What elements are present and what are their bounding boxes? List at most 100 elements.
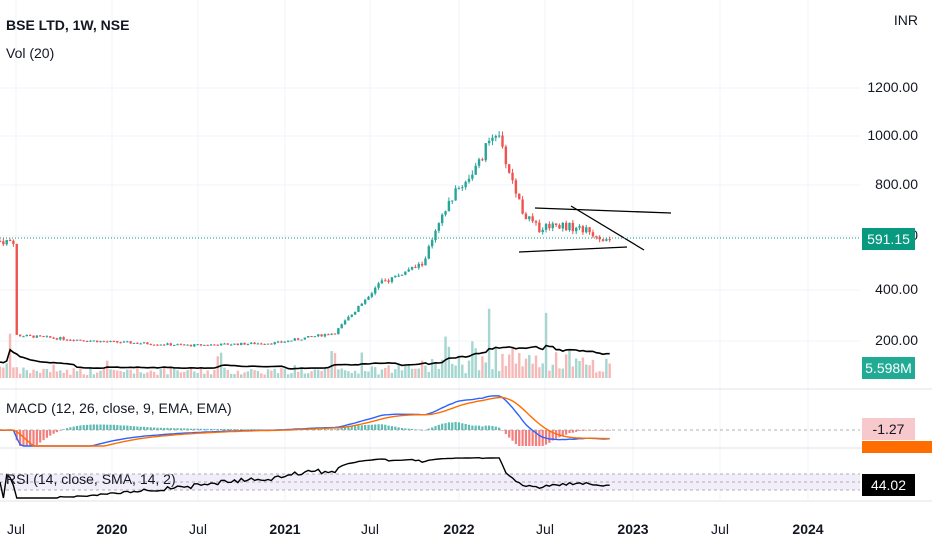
candle-body [274, 342, 276, 344]
candle-body [572, 223, 574, 231]
volume-bar [357, 374, 359, 378]
candle-body [387, 280, 389, 281]
macd-histogram-bar [136, 426, 138, 430]
volume-bar [73, 368, 75, 378]
candle-body [377, 283, 379, 287]
volume-bar [418, 369, 420, 378]
candle-body [109, 341, 111, 342]
macd-histogram-bar [123, 425, 125, 430]
volume-bar [377, 374, 379, 378]
support-trendline[interactable] [519, 247, 627, 252]
macd-histogram-bar [381, 424, 383, 430]
candle-body [160, 345, 162, 346]
volume-bar [253, 370, 255, 378]
candle-body [330, 334, 332, 335]
macd-histogram-bar [471, 426, 473, 430]
candle-body [32, 336, 34, 338]
volume-bar [274, 369, 276, 378]
candle-body [173, 345, 175, 346]
macd-histogram-bar [351, 426, 353, 430]
time-axis-label: 2022 [443, 521, 474, 537]
chart-title: BSE LTD, 1W, NSE [6, 17, 129, 33]
candle-body [210, 345, 212, 346]
macd-histogram-bar [96, 425, 98, 430]
volume-bar [511, 347, 513, 378]
volume-bar [240, 374, 242, 378]
volume-bar [304, 374, 306, 378]
candle-body [0, 241, 1, 242]
candle-body [491, 138, 493, 141]
candle-body [99, 341, 101, 342]
macd-value-badge: -1.27 [862, 418, 915, 440]
candle-body [26, 335, 28, 336]
volume-bar [468, 361, 470, 378]
macd-histogram-bar [384, 425, 386, 430]
candle-body [394, 276, 396, 278]
volume-bar [129, 370, 131, 378]
volume-bar [116, 371, 118, 378]
volume-bar [602, 372, 604, 378]
volume-bar [605, 359, 607, 378]
candle-body [592, 232, 594, 236]
volume-bar [113, 370, 115, 378]
candle-body [458, 188, 460, 189]
candle-body [595, 236, 597, 237]
time-axis-label: Jul [536, 521, 554, 537]
candle-body [300, 340, 302, 341]
price-axis-label: 200.00 [848, 332, 918, 348]
candle-body [230, 345, 232, 346]
volume-bar [314, 369, 316, 378]
volume-bar [478, 370, 480, 378]
macd-histogram-bar [153, 428, 155, 430]
macd-histogram-bar [411, 429, 413, 430]
volume-bar [371, 366, 373, 378]
macd-histogram-bar [36, 430, 38, 445]
signal-value-badge [862, 441, 932, 453]
macd-histogram-bar [113, 425, 115, 430]
candle-body [428, 246, 430, 258]
candle-body [337, 328, 339, 334]
candle-body [170, 343, 172, 345]
candle-body [133, 343, 135, 344]
candle-body [324, 334, 326, 336]
macd-histogram-bar [32, 430, 34, 446]
volume-bar [495, 347, 497, 378]
volume-bar [0, 367, 1, 378]
macd-histogram-bar [532, 430, 534, 446]
macd-histogram-bar [361, 425, 363, 430]
volume-bar [565, 354, 567, 378]
macd-histogram-bar [86, 425, 88, 430]
candle-body [42, 336, 44, 337]
volume-bar [284, 369, 286, 378]
candle-body [183, 344, 185, 345]
candle-body [528, 216, 530, 219]
macd-histogram-bar [243, 429, 245, 430]
volume-bar [247, 371, 249, 378]
candle-body [153, 345, 155, 346]
resistance-trendline[interactable] [535, 208, 671, 213]
candle-body [448, 201, 450, 211]
candle-body [441, 215, 443, 223]
candle-body [397, 276, 399, 277]
price-axis-label: 800.00 [848, 176, 918, 192]
candle-body [444, 211, 446, 214]
volume-bar [183, 372, 185, 378]
macd-histogram-bar [133, 426, 135, 430]
candle-body [555, 223, 557, 225]
volume-bar [133, 374, 135, 378]
volume-bar [93, 374, 95, 378]
volume-bar [26, 370, 28, 378]
macd-histogram-bar [441, 424, 443, 430]
candle-body [260, 343, 262, 344]
volume-bar [277, 373, 279, 378]
time-axis-label: Jul [361, 521, 379, 537]
volume-bar [22, 368, 24, 378]
candle-body [314, 336, 316, 337]
candle-body [263, 344, 265, 345]
volume-bar [6, 363, 8, 378]
candle-body [96, 341, 98, 343]
candle-body [66, 340, 68, 341]
candle-body [575, 228, 577, 231]
volume-bar [143, 374, 145, 378]
